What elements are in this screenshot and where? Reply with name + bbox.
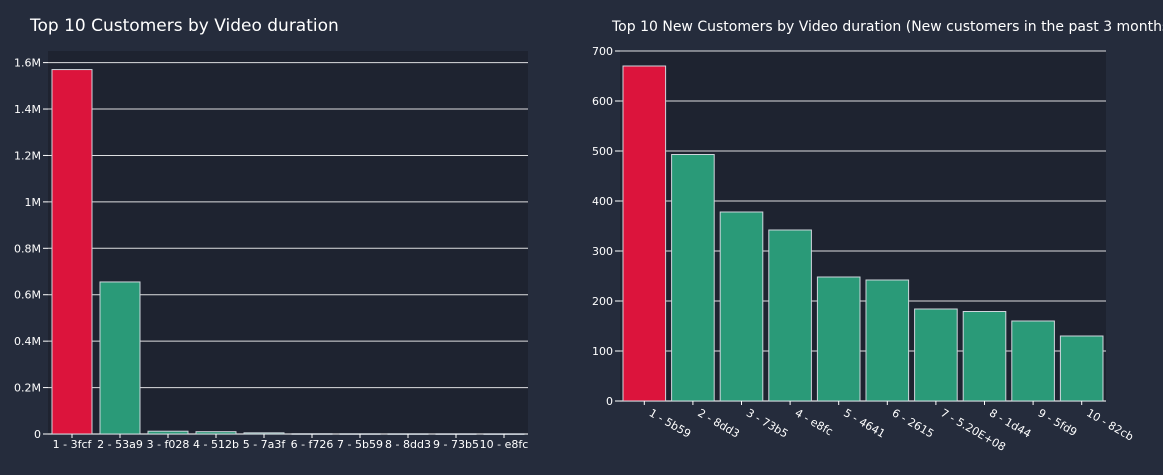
bar bbox=[816, 276, 861, 402]
bar bbox=[1059, 335, 1104, 402]
y-tick-label: 1.6M bbox=[14, 57, 41, 70]
x-tick-label: 3 - 73b5 bbox=[744, 406, 790, 440]
y-tick-label: 100 bbox=[592, 345, 613, 358]
bar-chart: 0 0.2M 0.4M 0.6M 0.8M 1M 1.2M 1.4M 1.6M 1 - 3fcf 2… bbox=[14, 51, 529, 451]
bar bbox=[243, 432, 285, 435]
y-tick-label: 0 bbox=[606, 395, 613, 408]
chart-panel-top-new-customers: Top 10 New Customers by Video duration (… bbox=[570, 0, 1163, 475]
x-tick-label: 9 - 5fd9 bbox=[1036, 406, 1080, 439]
x-tick-label: 5 - 7a3f bbox=[243, 438, 287, 451]
y-tick-label: 1.2M bbox=[14, 149, 41, 162]
chart-panel-top-customers: Top 10 Customers by Video duration 0 0.2M… bbox=[0, 0, 560, 475]
chart-title: Top 10 New Customers by Video duration (… bbox=[612, 19, 1163, 35]
x-tick-label: 6 - 2615 bbox=[890, 406, 936, 440]
bar bbox=[1011, 320, 1055, 402]
x-tick-label: 1 - 3fcf bbox=[53, 438, 93, 451]
x-tick-label: 8 - 8dd3 bbox=[385, 438, 431, 451]
x-tick-label: 4 - 512b bbox=[193, 438, 239, 451]
x-tick-label: 1 - 5b59 bbox=[647, 406, 693, 440]
y-tick-label: 0.6M bbox=[14, 289, 41, 302]
x-tick-label: 10 - 82cb bbox=[1084, 406, 1136, 443]
x-tick-label: 4 - e8fc bbox=[793, 406, 836, 438]
y-tick-label: 600 bbox=[592, 95, 613, 108]
y-tick-label: 0.4M bbox=[14, 335, 41, 348]
x-tick-label: 2 - 8dd3 bbox=[695, 406, 741, 440]
bar bbox=[914, 308, 958, 402]
bar bbox=[51, 69, 93, 435]
bar-chart: 0 100 200 300 400 500 600 700 1 - 5b59 2 - 8dd3 3 … bbox=[592, 45, 1136, 454]
bar bbox=[719, 211, 764, 402]
y-tick-label: 500 bbox=[592, 145, 613, 158]
chart-title: Top 10 Customers by Video duration bbox=[30, 16, 339, 36]
y-tick-label: 300 bbox=[592, 245, 613, 258]
x-tick-label: 3 - f028 bbox=[147, 438, 190, 451]
y-tick-label: 200 bbox=[592, 295, 613, 308]
bar bbox=[622, 65, 667, 402]
y-tick-label: 0 bbox=[34, 428, 41, 441]
bar bbox=[195, 431, 237, 435]
y-tick-label: 0.8M bbox=[14, 242, 41, 255]
bar bbox=[671, 154, 715, 402]
bar bbox=[99, 281, 141, 435]
x-tick-label: 6 - f726 bbox=[291, 438, 334, 451]
y-tick-label: 1M bbox=[25, 196, 42, 209]
x-tick-label: 10 - e8fc bbox=[480, 438, 529, 451]
x-tick-label: 5 - 4641 bbox=[841, 406, 887, 440]
x-tick-label: 7 - 5b59 bbox=[337, 438, 383, 451]
y-tick-label: 0.2M bbox=[14, 382, 41, 395]
y-tick-label: 400 bbox=[592, 195, 613, 208]
y-tick-label: 1.4M bbox=[14, 103, 41, 116]
bar bbox=[147, 430, 189, 435]
x-tick-label: 2 - 53a9 bbox=[97, 438, 143, 451]
bar bbox=[962, 311, 1007, 402]
bar bbox=[768, 229, 812, 402]
bar bbox=[865, 279, 910, 402]
x-tick-label: 9 - 73b5 bbox=[433, 438, 479, 451]
y-tick-label: 700 bbox=[592, 45, 613, 58]
